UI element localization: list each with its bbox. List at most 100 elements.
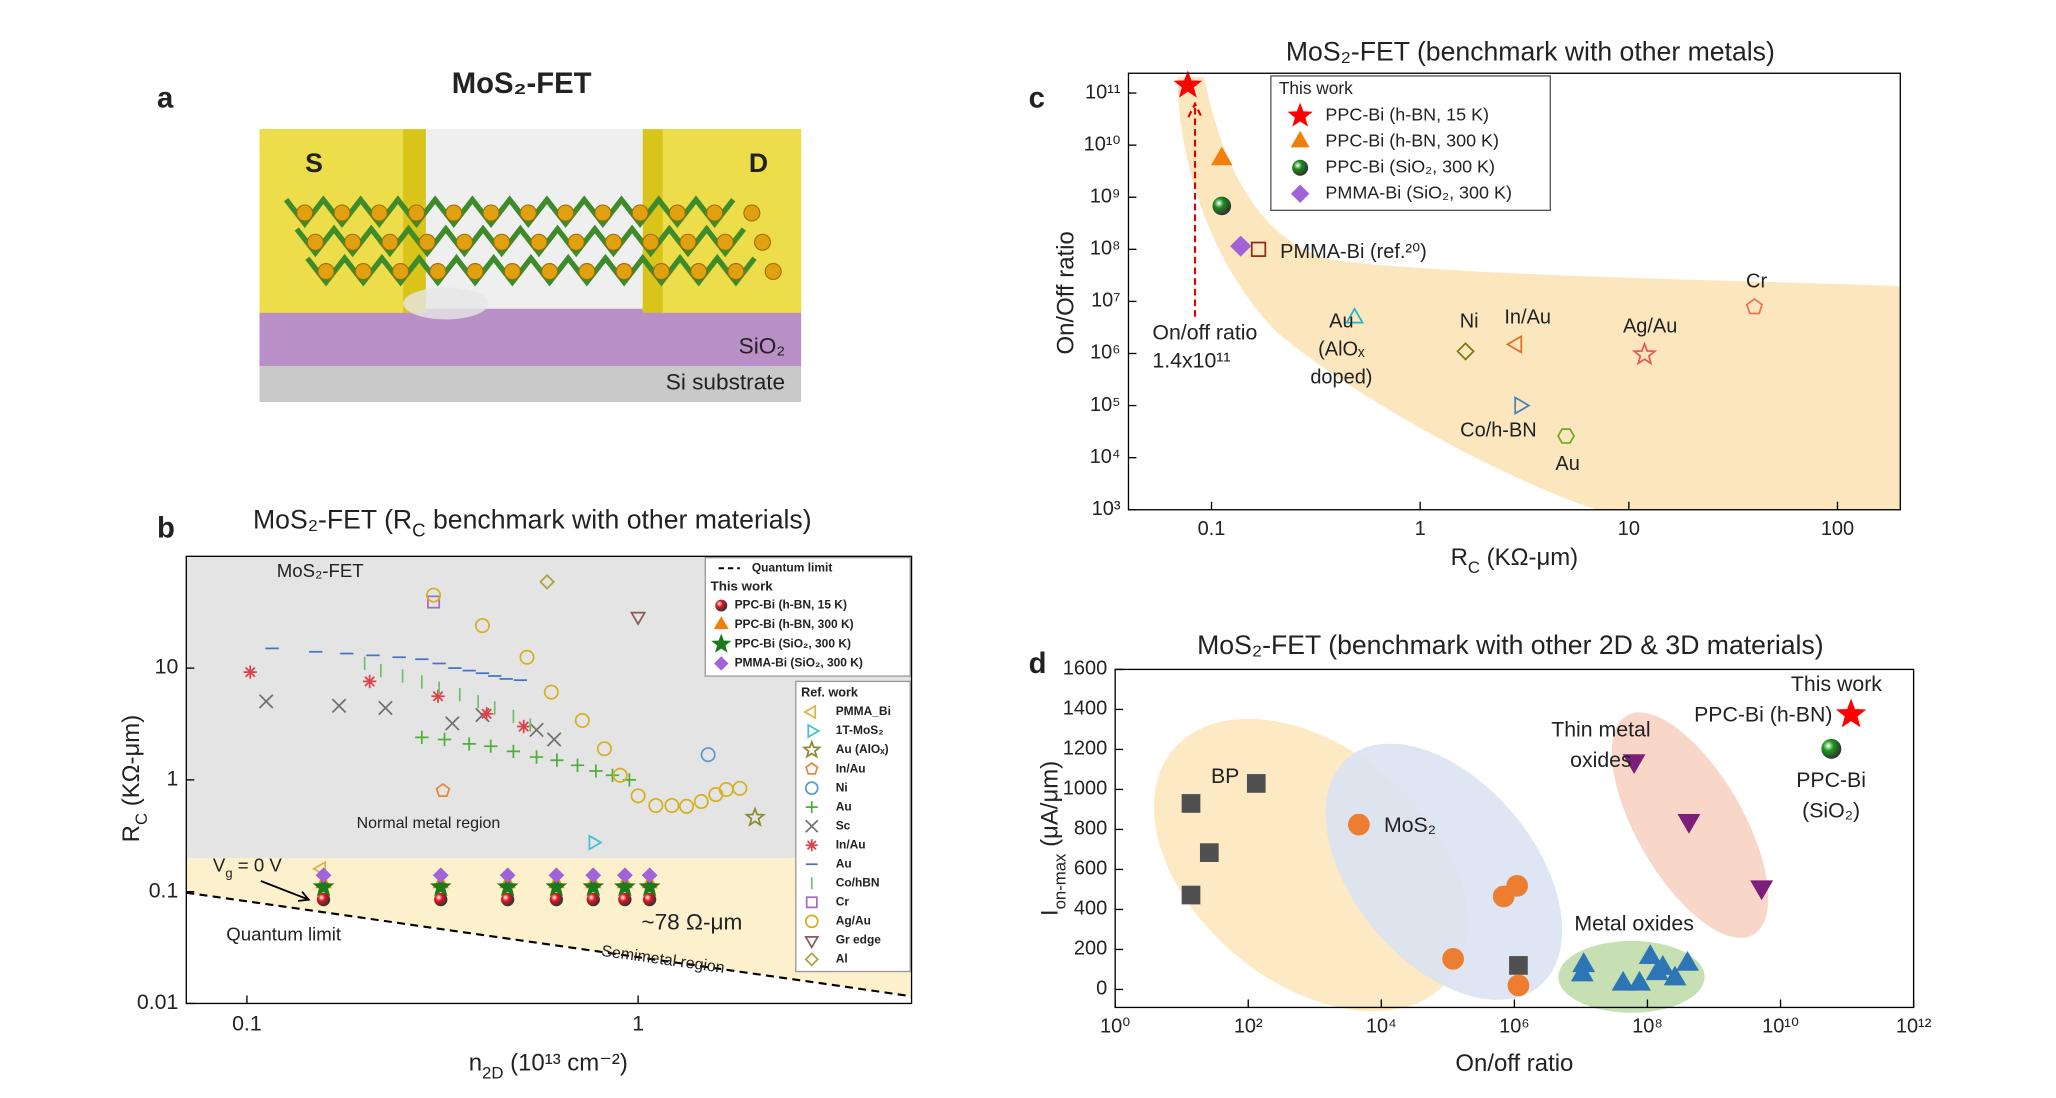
annotation: ~78 Ω-μm bbox=[641, 910, 742, 935]
marker bbox=[618, 892, 632, 907]
marker bbox=[638, 875, 661, 897]
marker bbox=[499, 867, 516, 884]
x-tick-label: 10 bbox=[1618, 518, 1640, 540]
x-tick-label: 10¹⁰ bbox=[1762, 1016, 1799, 1038]
x-tick-label: 1 bbox=[632, 1011, 644, 1035]
x-tick-label: 10⁴ bbox=[1366, 1016, 1397, 1038]
point-label: Au bbox=[1555, 453, 1579, 475]
marker bbox=[648, 797, 664, 814]
marker bbox=[1676, 951, 1700, 971]
legend-label: Au bbox=[836, 799, 852, 813]
marker bbox=[1250, 241, 1267, 257]
marker bbox=[1622, 754, 1646, 775]
oxide-layer bbox=[259, 308, 802, 367]
drain-label: D bbox=[749, 148, 768, 178]
marker bbox=[549, 892, 564, 907]
lattice-atom bbox=[567, 233, 585, 251]
x-axis-label-part: R bbox=[1451, 544, 1468, 571]
point-label: PMMA-Bi (ref.²⁰) bbox=[1280, 241, 1427, 263]
marker bbox=[363, 674, 377, 689]
substrate-label: Si substrate bbox=[666, 369, 785, 394]
marker bbox=[548, 867, 565, 884]
lattice-atom bbox=[344, 233, 362, 251]
marker bbox=[1181, 794, 1201, 813]
lattice-atom bbox=[445, 204, 463, 222]
marker bbox=[517, 719, 531, 734]
device-illustration bbox=[259, 129, 802, 402]
marker bbox=[805, 896, 818, 909]
marker bbox=[519, 649, 535, 665]
marker bbox=[1348, 813, 1370, 836]
lattice-atom bbox=[530, 233, 548, 251]
marker bbox=[1292, 159, 1309, 176]
marker bbox=[574, 712, 590, 728]
y-tick-label: 10⁸ bbox=[1090, 238, 1121, 260]
marker bbox=[605, 768, 620, 782]
lattice-atom bbox=[354, 263, 372, 281]
marker bbox=[545, 875, 568, 897]
marker bbox=[804, 914, 819, 929]
legend-label: Quantum limit bbox=[752, 560, 832, 574]
marker bbox=[805, 839, 818, 852]
lattice-atom bbox=[306, 233, 324, 251]
x-tick-label: 10² bbox=[1234, 1016, 1263, 1038]
series-label: (SiO₂) bbox=[1802, 798, 1860, 822]
marker bbox=[435, 782, 451, 797]
marker bbox=[258, 694, 274, 709]
annotation: This work bbox=[1791, 672, 1882, 696]
chart-title: MoS₂-FET (benchmark with other 2D & 3D m… bbox=[1197, 630, 1823, 660]
point-label: Ni bbox=[1460, 310, 1479, 332]
point-label: Au bbox=[1329, 310, 1353, 332]
annotation-part: g bbox=[225, 865, 232, 880]
marker bbox=[1557, 428, 1576, 444]
marker bbox=[1677, 814, 1701, 834]
annotation: On/off ratio bbox=[1152, 321, 1257, 345]
y-axis-label-part: (KΩ-μm) bbox=[118, 715, 145, 813]
y-tick-label: 1600 bbox=[1063, 658, 1107, 680]
marker bbox=[1663, 965, 1687, 986]
lattice-atom bbox=[482, 204, 500, 222]
lattice-atom bbox=[541, 263, 559, 281]
marker bbox=[617, 867, 633, 884]
marker bbox=[1287, 102, 1313, 127]
legend-label: PPC-Bi (h-BN, 15 K) bbox=[1325, 105, 1489, 125]
y-axis-label: Ion-max (μA/μm) bbox=[1037, 761, 1070, 916]
y-tick-label: 0.01 bbox=[137, 990, 178, 1014]
x-axis-label-part: (KΩ-μm) bbox=[1480, 544, 1578, 571]
substrate-layer bbox=[259, 366, 802, 402]
marker bbox=[664, 797, 680, 814]
marker bbox=[1173, 70, 1203, 98]
marker bbox=[437, 732, 452, 747]
lattice-atom bbox=[493, 233, 511, 251]
legend-box bbox=[1270, 75, 1551, 211]
y-tick-label: 10¹¹ bbox=[1085, 81, 1121, 103]
annotation: Vg = 0 V bbox=[213, 854, 282, 880]
marker bbox=[715, 599, 728, 612]
plot-frame bbox=[1114, 668, 1915, 1009]
lattice-atom bbox=[317, 263, 335, 281]
marker bbox=[1290, 184, 1310, 203]
lattice-atom bbox=[519, 204, 537, 222]
lattice-bond bbox=[305, 253, 757, 287]
legend-label: Au (AlOₓ) bbox=[836, 742, 889, 756]
y-tick-label: 1400 bbox=[1063, 698, 1107, 720]
legend-label: Cr bbox=[836, 894, 850, 908]
annotation: Normal metal region bbox=[357, 815, 501, 832]
point-label: Co/h-BN bbox=[1460, 419, 1537, 441]
y-tick-label: 10³ bbox=[1092, 498, 1121, 520]
lattice-atom bbox=[455, 233, 473, 251]
marker bbox=[1835, 698, 1867, 728]
x-tick-label: 10¹² bbox=[1896, 1016, 1932, 1038]
marker bbox=[805, 762, 819, 775]
legend-label: Co/hBN bbox=[836, 875, 880, 889]
annotation-arrow bbox=[260, 880, 311, 902]
lattice-atom bbox=[727, 263, 745, 281]
marker bbox=[506, 744, 521, 759]
chart-title-part: C bbox=[412, 520, 425, 541]
lattice-atom bbox=[418, 233, 436, 251]
marker bbox=[803, 704, 817, 720]
x-tick-label: 0.1 bbox=[1198, 518, 1226, 540]
lattice-atom bbox=[392, 263, 410, 281]
y-axis-label-part: (μA/μm) bbox=[1037, 761, 1064, 854]
marker bbox=[596, 741, 612, 757]
